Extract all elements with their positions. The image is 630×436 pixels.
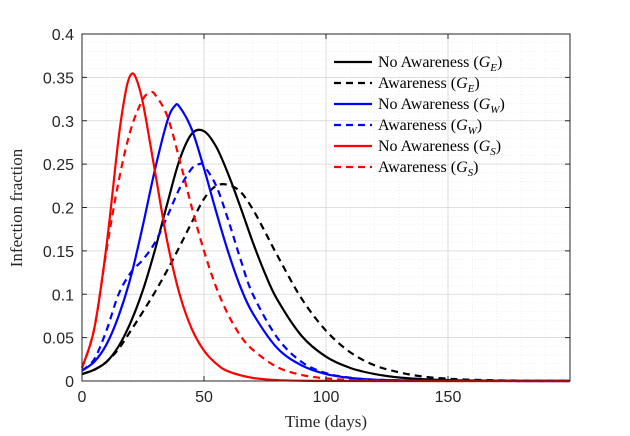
legend-label-5: No Awareness (GS) bbox=[378, 138, 501, 158]
series-line-2 bbox=[81, 183, 571, 383]
x-tick-label: 0 bbox=[78, 389, 87, 406]
y-tick-label: 0.05 bbox=[43, 331, 74, 348]
legend-label-6: Awareness (GS) bbox=[378, 159, 478, 179]
legend-label-1: No Awareness (GE) bbox=[378, 54, 502, 74]
y-tick-label: 0.25 bbox=[43, 157, 74, 174]
x-axis-label: Time (days) bbox=[285, 412, 367, 431]
y-axis-label: Infection fraction bbox=[7, 148, 26, 267]
legend-label-3: No Awareness (GW) bbox=[378, 96, 505, 116]
y-tick-label: 0.3 bbox=[52, 114, 74, 131]
y-tick-label: 0.4 bbox=[52, 27, 74, 44]
ticks: 0 50 100 150 0 0.05 0.1 0.15 0.2 0.25 0.3 0.35 0.4 bbox=[43, 27, 570, 406]
grid bbox=[82, 34, 570, 381]
x-tick-label: 150 bbox=[435, 389, 462, 406]
y-tick-label: 0.15 bbox=[43, 244, 74, 261]
x-tick-label: 100 bbox=[313, 389, 340, 406]
legend: No Awareness (GE)Awareness (GE)No Awaren… bbox=[334, 54, 505, 179]
series-line-6 bbox=[80, 91, 570, 383]
legend-label-4: Awareness (GW) bbox=[378, 117, 482, 137]
y-tick-label: 0.1 bbox=[52, 287, 74, 304]
y-tick-label: 0.2 bbox=[52, 201, 74, 218]
legend-label-2: Awareness (GE) bbox=[378, 75, 480, 95]
series-line-4 bbox=[81, 162, 571, 383]
x-tick-label: 50 bbox=[195, 389, 213, 406]
series-line-1 bbox=[81, 128, 571, 383]
y-tick-label: 0 bbox=[65, 374, 74, 391]
y-tick-label: 0.35 bbox=[43, 70, 74, 87]
